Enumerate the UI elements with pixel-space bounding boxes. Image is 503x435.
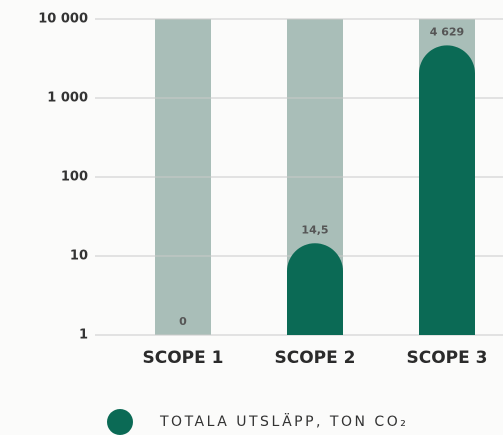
bar (419, 45, 475, 335)
x-tick-label: SCOPE 1 (143, 348, 224, 368)
y-tick-label: 1 (79, 328, 88, 343)
y-tick-label: 100 (61, 170, 88, 185)
value-label: 0 (179, 315, 187, 328)
y-tick-label: 10 000 (38, 12, 88, 27)
value-label: 4 629 (430, 25, 464, 38)
legend-marker (107, 409, 133, 435)
x-tick-label: SCOPE 3 (407, 348, 488, 368)
y-tick-label: 10 (70, 249, 88, 264)
y-tick-label: 1 000 (47, 91, 88, 106)
chart: 1 10 100 1 000 10 000 SCOPE 1 SCOPE 2 SCOPE 3 0 1… (0, 0, 503, 435)
x-tick-label: SCOPE 2 (275, 348, 356, 368)
bar (287, 243, 343, 335)
legend-label: TOTALA UTSLÄPP, TON CO₂ (159, 412, 408, 430)
value-label: 14,5 (301, 223, 328, 236)
